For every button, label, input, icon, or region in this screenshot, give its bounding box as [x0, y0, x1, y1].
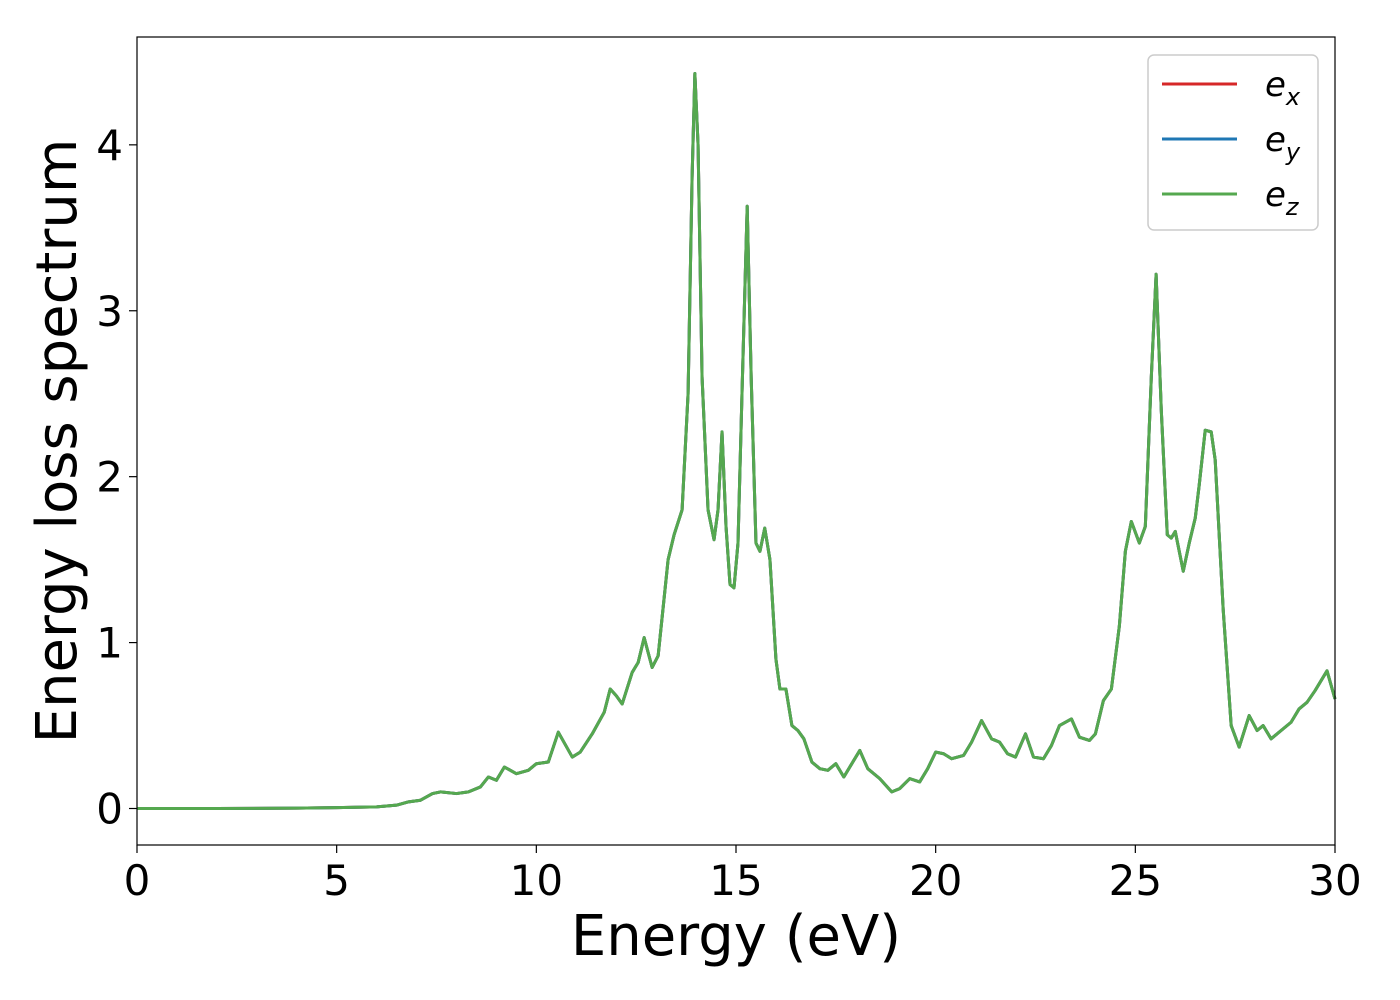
x-tick-label: 25 [1109, 856, 1162, 905]
y-tick-label: 3 [96, 287, 123, 336]
y-tick-label: 0 [96, 784, 123, 833]
x-tick-label: 0 [124, 856, 151, 905]
y-axis-label: Energy loss spectrum [25, 139, 90, 744]
y-tick-label: 1 [96, 619, 123, 668]
x-axis-label: Energy (eV) [571, 904, 901, 969]
legend-label: ez [1265, 175, 1300, 221]
x-tick-label: 5 [323, 856, 350, 905]
y-tick-label: 4 [96, 121, 123, 170]
x-tick-label: 20 [909, 856, 962, 905]
plot-frame [136, 36, 1336, 846]
data-line [137, 72, 1337, 810]
legend-box [1147, 54, 1319, 231]
legend-label: ey [1265, 120, 1301, 166]
y-tick-label: 2 [96, 453, 123, 502]
x-tick-label: 30 [1308, 856, 1361, 905]
x-tick-label: 15 [709, 856, 762, 905]
legend-label: ex [1265, 65, 1301, 111]
x-tick-label: 10 [510, 856, 563, 905]
legend: ex ey ez [1147, 54, 1319, 231]
